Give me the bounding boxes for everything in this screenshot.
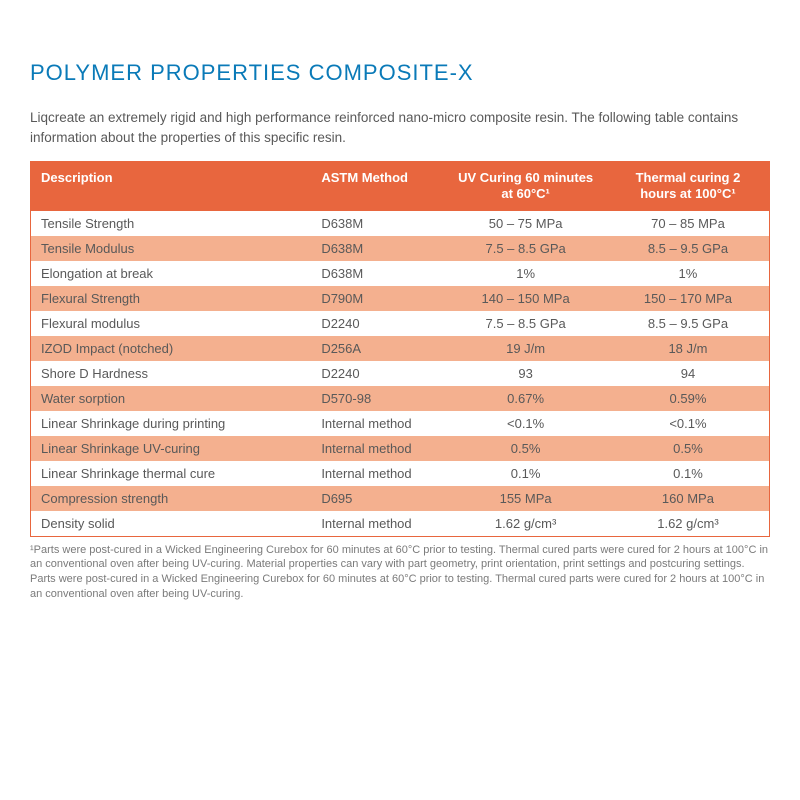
col-uv-curing: UV Curing 60 minutes at 60°C¹: [444, 162, 607, 211]
table-cell: 93: [444, 361, 607, 386]
table-cell: 19 J/m: [444, 336, 607, 361]
table-cell: Tensile Strength: [31, 211, 312, 236]
table-cell: Elongation at break: [31, 261, 312, 286]
table-row: Flexural StrengthD790M140 – 150 MPa150 –…: [31, 286, 770, 311]
table-cell: 0.67%: [444, 386, 607, 411]
table-row: Linear Shrinkage thermal cureInternal me…: [31, 461, 770, 486]
table-row: Shore D HardnessD22409394: [31, 361, 770, 386]
table-cell: IZOD Impact (notched): [31, 336, 312, 361]
table-row: Density solidInternal method1.62 g/cm³1.…: [31, 511, 770, 537]
table-cell: D638M: [311, 236, 444, 261]
table-cell: Internal method: [311, 461, 444, 486]
page-title: POLYMER PROPERTIES COMPOSITE-X: [30, 60, 770, 86]
table-cell: 50 – 75 MPa: [444, 211, 607, 236]
table-cell: 94: [607, 361, 770, 386]
table-cell: Internal method: [311, 436, 444, 461]
table-cell: Flexural Strength: [31, 286, 312, 311]
table-row: IZOD Impact (notched)D256A19 J/m18 J/m: [31, 336, 770, 361]
table-header-row: Description ASTM Method UV Curing 60 min…: [31, 162, 770, 211]
table-cell: Flexural modulus: [31, 311, 312, 336]
table-cell: Shore D Hardness: [31, 361, 312, 386]
table-row: Elongation at breakD638M1%1%: [31, 261, 770, 286]
table-row: Linear Shrinkage UV-curingInternal metho…: [31, 436, 770, 461]
table-row: Water sorptionD570-980.67%0.59%: [31, 386, 770, 411]
table-cell: <0.1%: [444, 411, 607, 436]
table-cell: D638M: [311, 211, 444, 236]
table-cell: 0.59%: [607, 386, 770, 411]
table-cell: 1.62 g/cm³: [444, 511, 607, 537]
table-cell: Internal method: [311, 511, 444, 537]
table-cell: 70 – 85 MPa: [607, 211, 770, 236]
table-cell: Linear Shrinkage during printing: [31, 411, 312, 436]
table-cell: 0.1%: [607, 461, 770, 486]
col-description: Description: [31, 162, 312, 211]
table-cell: 0.5%: [444, 436, 607, 461]
table-cell: Density solid: [31, 511, 312, 537]
table-cell: D2240: [311, 311, 444, 336]
table-cell: D638M: [311, 261, 444, 286]
table-cell: Internal method: [311, 411, 444, 436]
table-cell: D790M: [311, 286, 444, 311]
col-method: ASTM Method: [311, 162, 444, 211]
table-cell: Compression strength: [31, 486, 312, 511]
table-cell: 1%: [444, 261, 607, 286]
table-cell: 1.62 g/cm³: [607, 511, 770, 537]
table-cell: 160 MPa: [607, 486, 770, 511]
table-cell: Tensile Modulus: [31, 236, 312, 261]
table-row: Linear Shrinkage during printingInternal…: [31, 411, 770, 436]
table-row: Tensile ModulusD638M7.5 – 8.5 GPa8.5 – 9…: [31, 236, 770, 261]
table-cell: 1%: [607, 261, 770, 286]
table-cell: D570-98: [311, 386, 444, 411]
table-cell: D2240: [311, 361, 444, 386]
table-cell: D256A: [311, 336, 444, 361]
table-cell: D695: [311, 486, 444, 511]
properties-table: Description ASTM Method UV Curing 60 min…: [30, 161, 770, 537]
table-cell: 0.5%: [607, 436, 770, 461]
footnote: ¹Parts were post-cured in a Wicked Engin…: [30, 543, 770, 602]
table-row: Compression strengthD695155 MPa160 MPa: [31, 486, 770, 511]
table-cell: 7.5 – 8.5 GPa: [444, 311, 607, 336]
intro-text: Liqcreate an extremely rigid and high pe…: [30, 108, 770, 147]
table-cell: 8.5 – 9.5 GPa: [607, 236, 770, 261]
table-cell: Linear Shrinkage thermal cure: [31, 461, 312, 486]
table-cell: <0.1%: [607, 411, 770, 436]
table-cell: Linear Shrinkage UV-curing: [31, 436, 312, 461]
table-cell: 8.5 – 9.5 GPa: [607, 311, 770, 336]
table-cell: Water sorption: [31, 386, 312, 411]
table-cell: 140 – 150 MPa: [444, 286, 607, 311]
table-cell: 150 – 170 MPa: [607, 286, 770, 311]
col-thermal-curing: Thermal curing 2 hours at 100°C¹: [607, 162, 770, 211]
table-row: Tensile StrengthD638M50 – 75 MPa70 – 85 …: [31, 211, 770, 236]
table-cell: 155 MPa: [444, 486, 607, 511]
table-cell: 18 J/m: [607, 336, 770, 361]
table-cell: 7.5 – 8.5 GPa: [444, 236, 607, 261]
table-cell: 0.1%: [444, 461, 607, 486]
table-body: Tensile StrengthD638M50 – 75 MPa70 – 85 …: [31, 211, 770, 537]
table-row: Flexural modulusD22407.5 – 8.5 GPa8.5 – …: [31, 311, 770, 336]
